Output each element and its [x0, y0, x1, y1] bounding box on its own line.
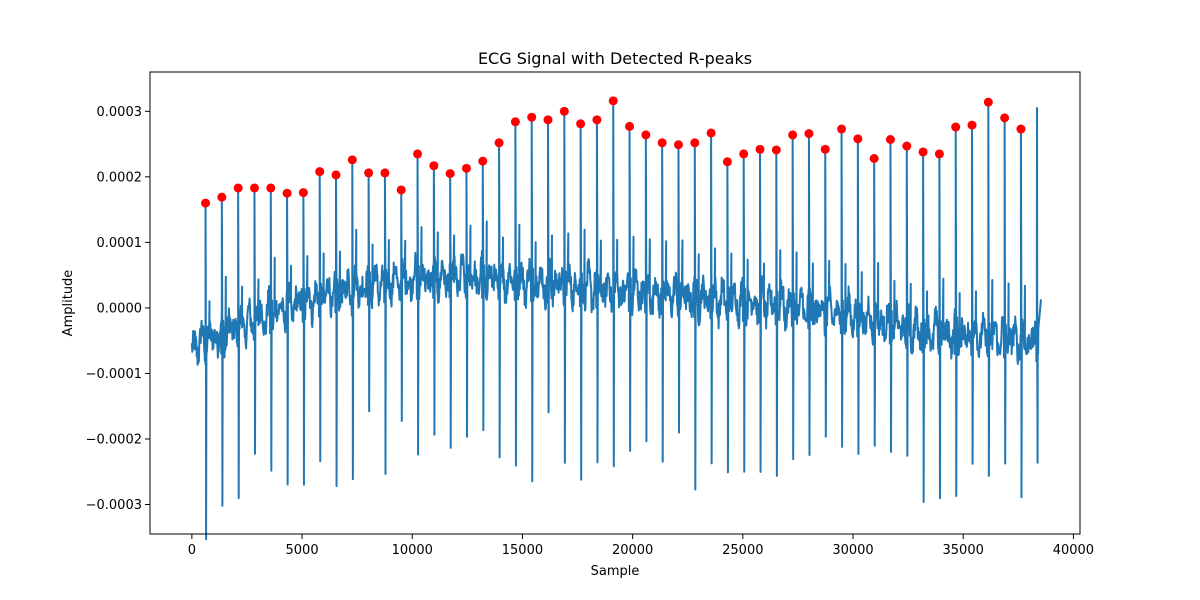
r-peak-marker	[608, 96, 618, 106]
r-peak-marker	[494, 138, 504, 148]
x-tick-label: 10000	[392, 543, 433, 558]
x-tick-label: 5000	[286, 543, 319, 558]
r-peak-marker	[298, 188, 308, 198]
chart-title: ECG Signal with Detected R-peaks	[478, 49, 752, 68]
r-peak-marker	[657, 138, 667, 148]
r-peak-marker	[983, 97, 993, 107]
r-peak-marker	[641, 130, 651, 140]
r-peak-marker	[233, 183, 243, 193]
x-tick-label: 0	[188, 543, 196, 558]
plot-frame	[149, 71, 1081, 535]
r-peak-marker	[804, 129, 814, 139]
r-peak-marker	[576, 119, 586, 129]
r-peak-marker	[527, 112, 537, 122]
r-peak-marker	[217, 192, 227, 202]
ecg-signal-line	[190, 99, 1042, 541]
r-peak-marker	[1016, 124, 1026, 134]
r-peak-marker	[331, 170, 341, 180]
r-peak-marker	[315, 167, 325, 177]
r-peak-marker	[918, 147, 928, 157]
r-peak-marker	[347, 155, 357, 165]
signal-layer	[190, 99, 1042, 541]
x-axis-label: Sample	[591, 564, 640, 579]
x-tick-label: 40000	[1053, 543, 1094, 558]
r-peak-marker	[249, 183, 259, 193]
y-tick-label: −0.0001	[86, 367, 142, 382]
x-tick-label: 20000	[612, 543, 653, 558]
y-tick-label: 0.0003	[97, 105, 143, 120]
r-peak-marker	[967, 120, 977, 130]
peaks-layer	[201, 96, 1026, 208]
r-peak-marker	[820, 144, 830, 154]
y-tick-label: 0.0001	[97, 236, 143, 251]
x-tick-label: 35000	[943, 543, 984, 558]
r-peak-marker	[690, 138, 700, 148]
r-peak-marker	[673, 140, 683, 150]
r-peak-marker	[951, 122, 961, 132]
r-peak-marker	[788, 130, 798, 140]
r-peak-marker	[885, 134, 895, 144]
r-peak-marker	[364, 168, 374, 178]
r-peak-marker	[771, 145, 781, 155]
r-peak-marker	[559, 106, 569, 116]
y-axis-label: Amplitude	[61, 270, 76, 337]
r-peak-marker	[934, 149, 944, 159]
r-peak-marker	[853, 134, 863, 144]
r-peak-marker	[510, 117, 520, 127]
r-peak-marker	[380, 168, 390, 178]
x-axis: 0 5000 10000 15000 20000 25000 30000 35000 40000	[188, 534, 1094, 558]
r-peak-marker	[755, 144, 765, 154]
r-peak-marker	[396, 185, 406, 195]
r-peak-marker	[266, 183, 276, 193]
y-axis: −0.0003 −0.0002 −0.0001 0.0000 0.0001 0.0002 0…	[86, 105, 150, 513]
r-peak-marker	[543, 115, 553, 125]
r-peak-marker	[201, 198, 211, 208]
r-peak-marker	[478, 156, 488, 166]
r-peak-marker	[282, 188, 292, 198]
y-tick-label: 0.0002	[97, 170, 143, 185]
r-peak-marker	[722, 157, 732, 167]
r-peak-marker	[592, 115, 602, 125]
r-peak-marker	[706, 128, 716, 138]
x-tick-label: 30000	[832, 543, 873, 558]
r-peak-marker	[1000, 113, 1010, 123]
r-peak-marker	[902, 141, 912, 151]
r-peak-marker	[429, 161, 439, 171]
y-tick-label: −0.0003	[86, 498, 142, 513]
r-peak-marker	[739, 149, 749, 159]
x-tick-label: 15000	[502, 543, 543, 558]
r-peak-marker	[461, 163, 471, 173]
r-peak-marker	[413, 149, 423, 159]
y-tick-label: −0.0002	[86, 432, 142, 447]
y-tick-label: 0.0000	[97, 301, 143, 316]
r-peak-marker	[625, 121, 635, 131]
x-tick-label: 25000	[722, 543, 763, 558]
r-peak-marker	[869, 154, 879, 164]
r-peak-marker	[445, 169, 455, 179]
r-peak-marker	[837, 124, 847, 134]
